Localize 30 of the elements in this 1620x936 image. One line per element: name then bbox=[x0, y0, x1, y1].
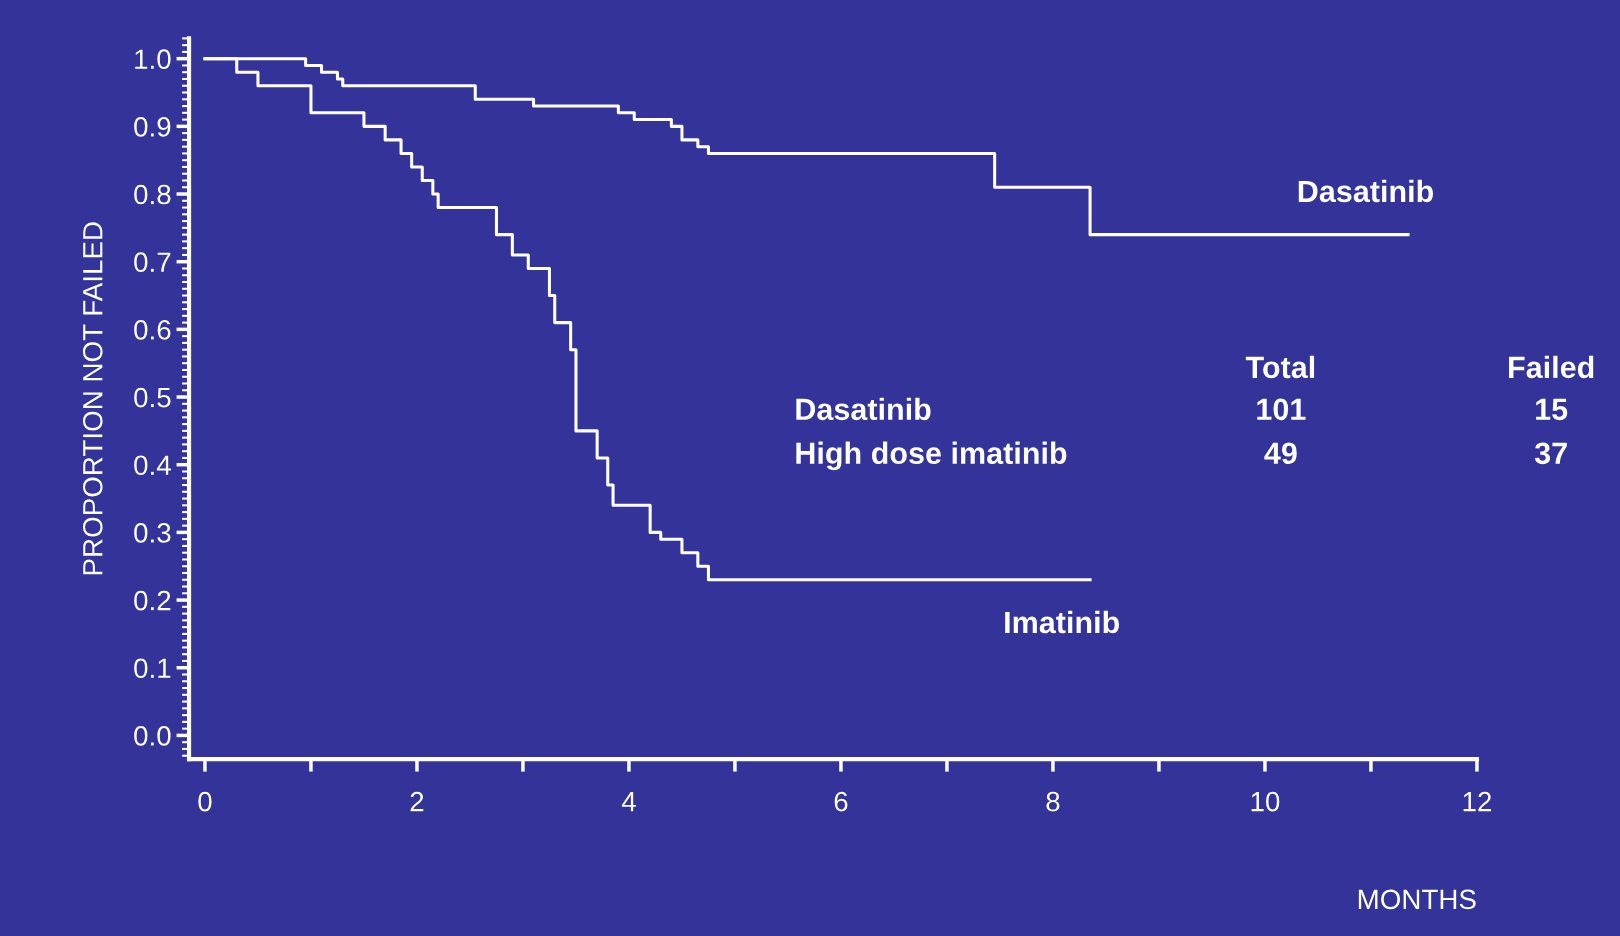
series-label: Imatinib bbox=[1005, 610, 1120, 634]
y-tick-label: 0.2 bbox=[134, 590, 171, 611]
y-tick-label: 0.6 bbox=[134, 320, 171, 340]
x-tick-label: 12 bbox=[1463, 791, 1492, 812]
y-axis-title: PROPORTION NOT FAILED bbox=[82, 222, 103, 575]
x-tick-label: 2 bbox=[410, 791, 424, 812]
y-tick-label: 0.0 bbox=[134, 726, 171, 746]
x-tick-label: 8 bbox=[1046, 791, 1060, 812]
text: 15 bbox=[1536, 398, 1568, 421]
annotation: Total bbox=[1245, 355, 1315, 379]
y-tick-label: 0.4 bbox=[134, 455, 171, 476]
y-tick-label: 0.3 bbox=[134, 523, 171, 543]
y-tick-label: 0.1 bbox=[134, 658, 171, 679]
x-tick-label: 10 bbox=[1251, 791, 1280, 812]
y-tick-label: 0.9 bbox=[134, 117, 171, 137]
y-tick-label: 1.0 bbox=[135, 49, 171, 70]
x-tick-label: 0 bbox=[198, 791, 212, 812]
series-label: Dasatinib bbox=[1298, 179, 1434, 203]
y-tick-label: 0.5 bbox=[134, 387, 171, 408]
annotation: 101 bbox=[1257, 398, 1306, 421]
text: 37 bbox=[1534, 442, 1567, 465]
annotation: Dasatinib bbox=[796, 397, 931, 421]
x-tick-label: 6 bbox=[834, 791, 848, 812]
annotation: High dose imatinib bbox=[796, 441, 1067, 471]
x-tick-label: 4 bbox=[621, 792, 636, 812]
annotation: 49 bbox=[1264, 442, 1297, 465]
y-tick-label: 0.7 bbox=[134, 252, 171, 273]
text: Failed bbox=[1509, 355, 1594, 379]
x-axis-title: MONTHS bbox=[1358, 889, 1476, 910]
y-tick-label: 0.8 bbox=[134, 184, 171, 205]
